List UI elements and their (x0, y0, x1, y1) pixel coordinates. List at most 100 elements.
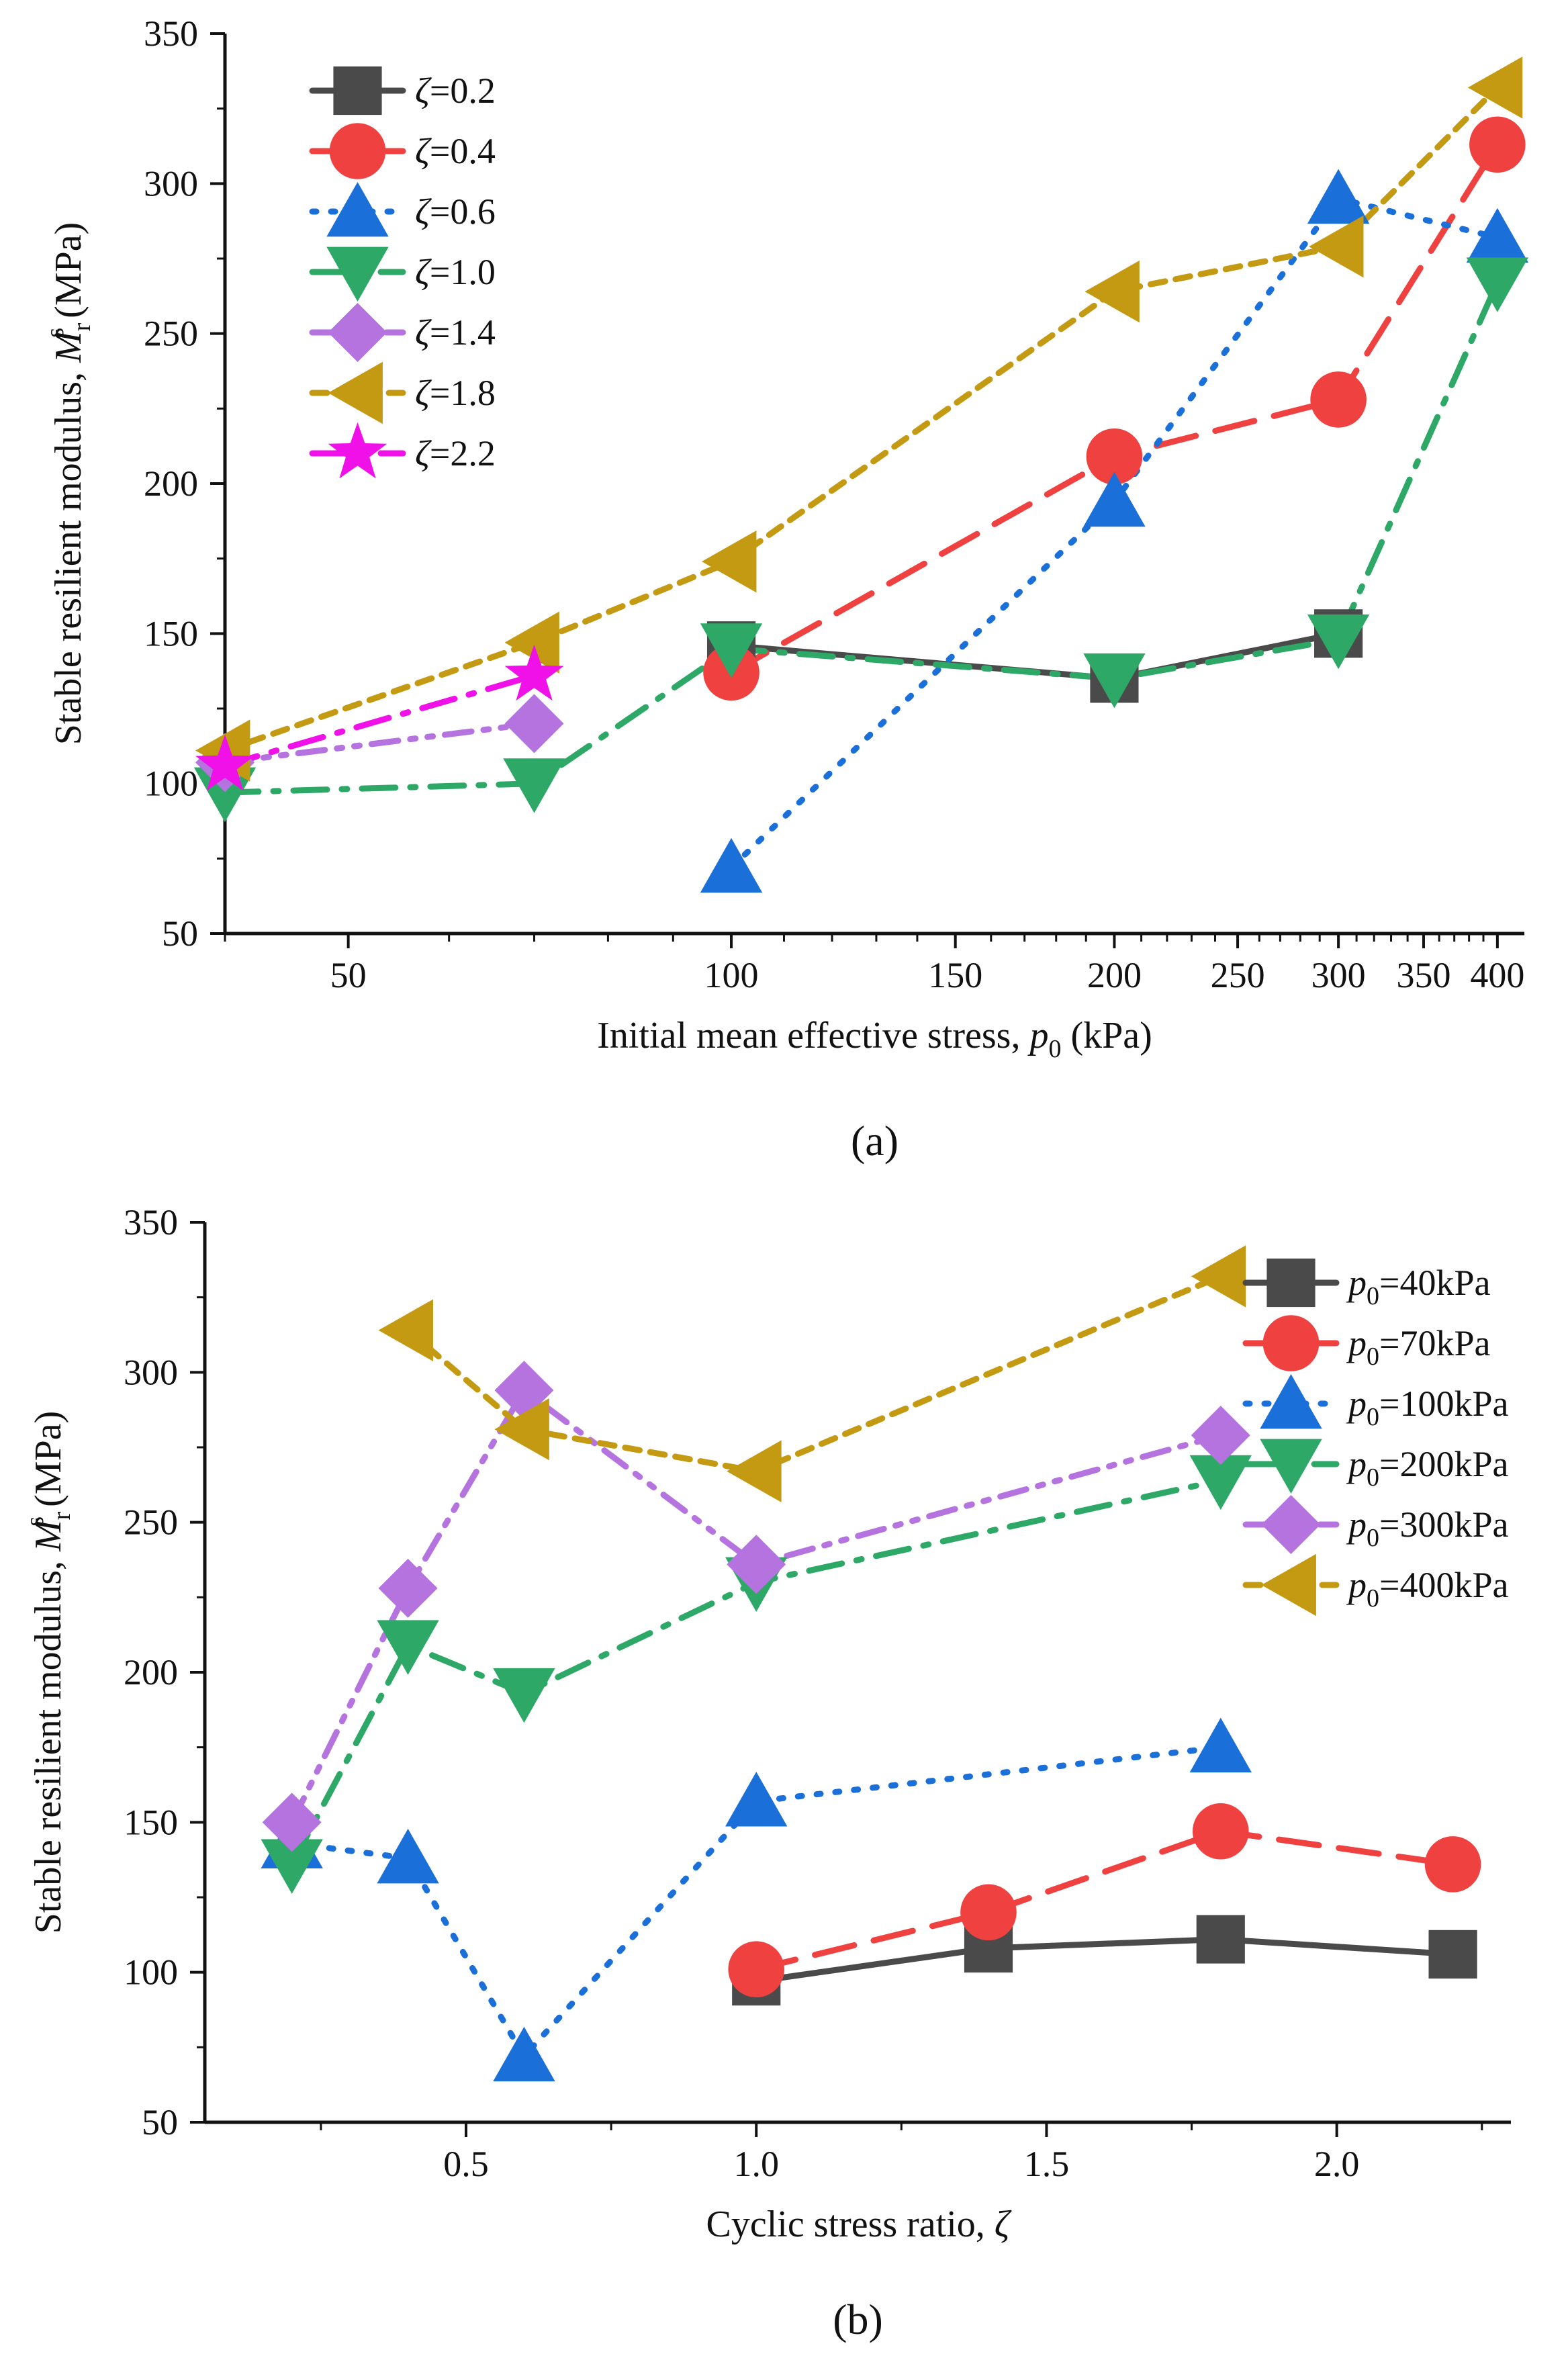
data-point-series-6 (195, 734, 255, 791)
series-line-3 (222, 279, 1501, 796)
y-tick-label: 200 (144, 463, 198, 504)
x-tick-label: 400 (1470, 955, 1524, 995)
panel-caption: (b) (833, 2296, 883, 2343)
series-line-1 (728, 141, 1501, 676)
legend: p0=40kPap0=70kPap0=100kPap0=200kPap0=300… (1242, 1258, 1508, 1617)
legend: ζ=0.2ζ=0.4ζ=0.6ζ=1.0ζ=1.4ζ=1.8ζ=2.2 (309, 66, 496, 479)
y-axis-title-unit: (MPa) (28, 1411, 69, 1516)
data-point-series-4 (504, 694, 564, 754)
data-point-series-5 (727, 1440, 782, 1502)
y-axis-title-subscript: r (68, 322, 96, 331)
legend-label: p0=200kPa (1346, 1444, 1508, 1492)
data-point-series-3 (1466, 257, 1529, 312)
data-point-series-2 (700, 837, 763, 893)
data-point-series-3 (1083, 653, 1146, 709)
series-line-4 (289, 1387, 1224, 1825)
legend-label-value: =1.4 (430, 312, 496, 353)
data-point-series-6 (504, 644, 564, 701)
legend-label: ζ=2.2 (415, 433, 496, 473)
data-point-series-2 (1083, 471, 1146, 527)
legend-label-value: =0.6 (430, 191, 496, 232)
legend-label-value: =40kPa (1379, 1263, 1490, 1303)
x-tick-label: 300 (1311, 955, 1366, 995)
legend-marker (326, 182, 389, 237)
x-tick-label: 150 (928, 955, 982, 995)
y-axis-title: Stable resilient modulus, Mrs (MPa) (21, 1411, 76, 1934)
legend-marker (1261, 1495, 1321, 1554)
data-point-series-5 (378, 1299, 433, 1361)
y-tick-label: 50 (162, 913, 198, 954)
data-point-series-1 (960, 1884, 1017, 1941)
data-point-series-1 (728, 1941, 785, 1997)
data-point-series-1 (1310, 371, 1367, 428)
y-tick-label: 300 (124, 1352, 178, 1392)
legend-label: ζ=1.8 (415, 373, 496, 413)
x-tick-label: 1.5 (1024, 2144, 1070, 2184)
data-point-series-3 (1307, 614, 1370, 670)
legend-label-value: =2.2 (430, 433, 496, 473)
y-axis-title: Stable resilient modulus, Mrs (MPa) (41, 222, 96, 745)
legend-label-value: =70kPa (1379, 1323, 1490, 1363)
x-tick-label: 250 (1211, 955, 1265, 995)
data-point-series-5 (504, 611, 559, 674)
data-point-series-4 (378, 1558, 438, 1618)
y-tick-label: 100 (144, 764, 198, 804)
legend-label: p0=40kPa (1346, 1263, 1490, 1310)
y-tick-label: 300 (144, 163, 198, 203)
x-tick-label: 200 (1087, 955, 1142, 995)
legend-label: p0=400kPa (1346, 1565, 1508, 1613)
data-point-series-5 (702, 530, 757, 593)
legend-label-symbol: p (1346, 1504, 1367, 1545)
x-tick-label: 0.5 (443, 2144, 489, 2184)
series-line-2 (728, 195, 1501, 871)
y-tick-label: 50 (142, 2102, 178, 2142)
legend-label-subscript: 0 (1367, 1524, 1379, 1552)
y-tick-label: 150 (144, 613, 198, 653)
legend-label-symbol: ζ (415, 312, 432, 353)
data-point-series-4 (1191, 1406, 1250, 1465)
legend-label-value: =300kPa (1379, 1504, 1508, 1545)
data-point-series-2 (1189, 1717, 1252, 1773)
x-tick-label: 1.0 (733, 2144, 779, 2184)
x-tick-label: 50 (330, 955, 367, 995)
legend-label: p0=70kPa (1346, 1323, 1490, 1371)
x-axis-title-text: Cyclic stress ratio, (706, 2204, 995, 2245)
legend-marker (333, 66, 382, 116)
data-point-series-5 (1309, 215, 1364, 278)
y-axis-title-unit: (MPa) (48, 222, 89, 328)
data-point-series-3 (193, 767, 257, 823)
legend-label-subscript: 0 (1367, 1584, 1379, 1613)
legend-label: p0=100kPa (1346, 1384, 1508, 1431)
data-point-series-1 (1086, 428, 1143, 485)
series-line-2 (289, 1744, 1224, 2060)
y-axis-title-superscript: s (21, 1516, 49, 1527)
legend-marker (329, 123, 386, 179)
legend-label-subscript: 0 (1367, 1403, 1379, 1431)
legend-label-symbol: p (1346, 1263, 1367, 1303)
legend-marker (326, 246, 389, 302)
legend-label-symbol: ζ (415, 252, 432, 292)
x-axis-title-unit: (kPa) (1061, 1015, 1152, 1056)
data-point-series-3 (503, 758, 565, 813)
y-tick-label: 150 (124, 1802, 178, 1842)
data-point-series-2 (1466, 208, 1529, 263)
y-axis-title-symbol: M (48, 329, 89, 363)
data-point-series-3 (1189, 1455, 1252, 1510)
data-point-series-3 (261, 1839, 323, 1894)
legend-marker (1260, 1374, 1322, 1429)
x-axis-title: Initial mean effective stress, p0 (kPa) (597, 1015, 1152, 1063)
data-point-series-3 (700, 623, 763, 678)
y-tick-label: 100 (124, 1952, 178, 1993)
data-point-series-1 (1469, 116, 1526, 173)
legend-label: ζ=1.0 (415, 252, 496, 292)
legend-label-symbol: ζ (415, 433, 432, 473)
legend-marker (1262, 1315, 1320, 1371)
legend-label-value: =1.8 (430, 373, 496, 413)
legend-marker (1266, 1258, 1316, 1308)
data-point-series-2 (377, 1828, 439, 1884)
chart-panel-1: 50 100 150 200 250 300 350 0.5 1.0 1.5 2.0 Cyclic s… (21, 1202, 1511, 2343)
data-point-series-0 (1428, 1930, 1477, 1979)
data-point-series-4 (262, 1793, 322, 1852)
